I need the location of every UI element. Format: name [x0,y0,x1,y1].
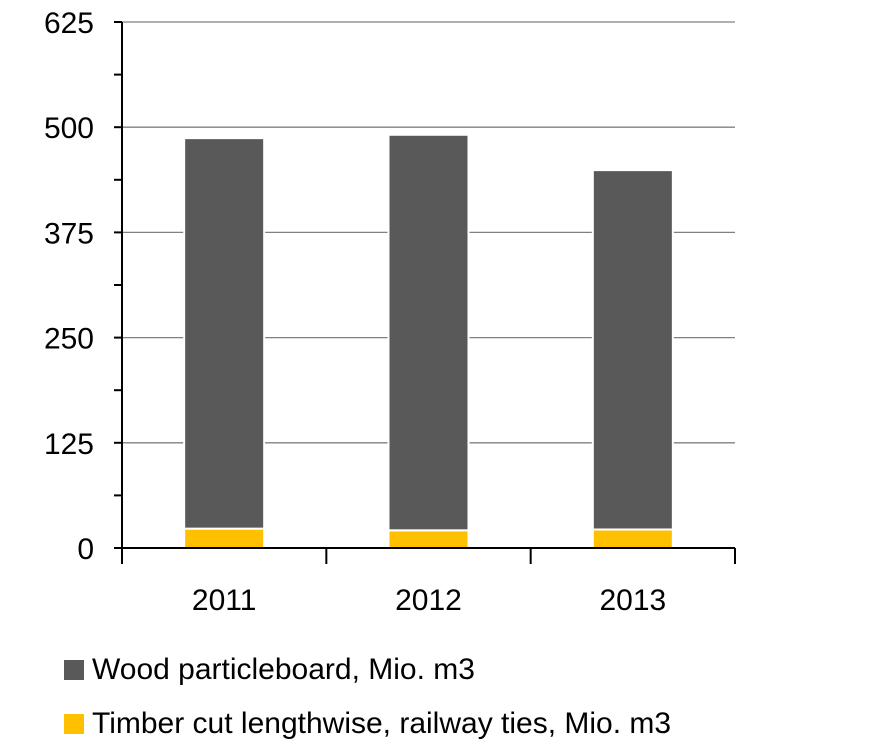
x-tick-label: 2013 [599,584,666,617]
y-tick-label: 500 [44,112,94,145]
y-tick-label: 0 [77,533,94,566]
y-tick-label: 375 [44,217,94,250]
y-tick-label: 250 [44,323,94,356]
bar-2013-series-0 [591,528,674,550]
legend-label-wood-particleboard: Wood particleboard, Mio. m3 [92,653,475,686]
x-tick-label: 2011 [192,584,257,617]
y-tick-label: 625 [44,7,94,40]
bar-2011-series-0 [183,527,266,549]
stacked-bar-chart: 0 125 250 375 500 625 2011 2012 2013 [44,7,736,617]
bar-2012-series-0 [387,529,470,550]
axes [114,21,736,564]
bars [183,133,674,550]
legend-swatch-timber-railway-ties [64,714,84,734]
legend-swatch-wood-particleboard [64,660,84,680]
legend: Wood particleboard, Mio. m3 Timber cut l… [64,648,671,756]
legend-label-timber-railway-ties: Timber cut lengthwise, railway ties, Mio… [92,707,672,740]
x-axis-tick-labels: 2011 2012 2013 [192,584,666,617]
x-tick-label: 2012 [395,584,462,617]
bar-2013-series-1 [591,169,674,531]
bar-2012-series-1 [387,133,470,532]
y-tick-label: 125 [44,428,94,461]
bar-2011-series-1 [183,137,266,530]
y-axis-tick-labels: 0 125 250 375 500 625 [44,7,94,566]
legend-item-wood-particleboard: Wood particleboard, Mio. m3 [64,648,671,692]
legend-item-timber-railway-ties: Timber cut lengthwise, railway ties, Mio… [64,702,671,746]
